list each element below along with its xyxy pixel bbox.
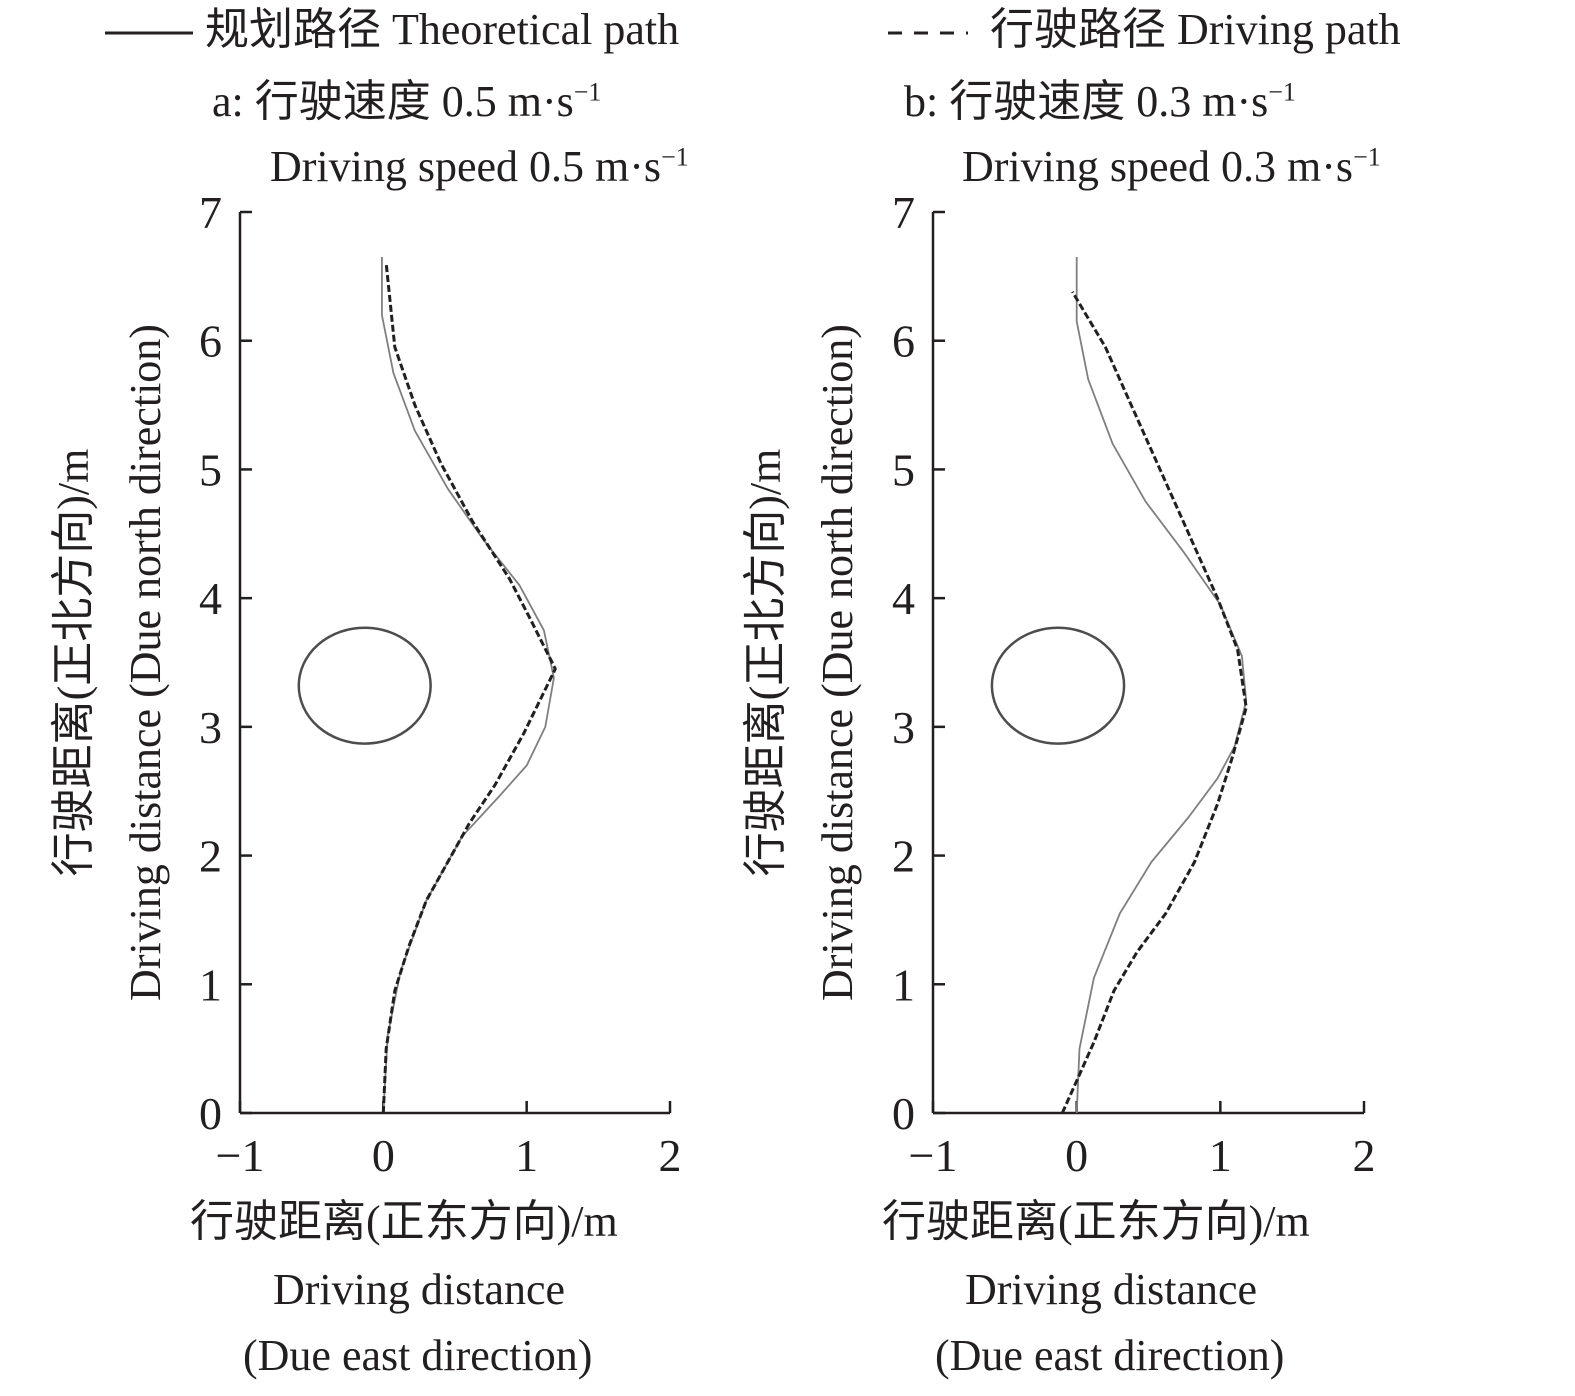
panel-b-y-tick-label: 3 bbox=[892, 702, 915, 753]
panel-b-label: b: bbox=[904, 77, 939, 126]
legend-solid-swatch bbox=[105, 31, 193, 35]
panel-b-y-tick-label: 2 bbox=[892, 831, 915, 882]
legend-driving-label: 行驶路径 Driving path bbox=[990, 5, 1401, 54]
panel-a-unit-sup-en: −1 bbox=[661, 142, 689, 172]
panel-b-y-tick-label: 7 bbox=[892, 187, 915, 238]
panel-a-ylabel-cn: 行驶距离(正北方向)/m bbox=[49, 449, 98, 877]
panel-b-xlabel-en-2: (Due east direction) bbox=[935, 1331, 1285, 1380]
panel-a-xlabel-cn: 行驶距离(正东方向)/m bbox=[190, 1197, 618, 1246]
panel-a-x-tick-label: 2 bbox=[659, 1130, 682, 1181]
panel-b-ylabel-en: Driving distance (Due north direction) bbox=[813, 324, 862, 1001]
panel-a-speed-cn: 行驶速度 0.5 m·s bbox=[254, 77, 574, 126]
panel-b-xlabel-cn: 行驶距离(正东方向)/m bbox=[882, 1197, 1310, 1246]
panel-b-unit-sup: −1 bbox=[1268, 77, 1296, 107]
panel-b-x-tick-label: 2 bbox=[1353, 1130, 1376, 1181]
panel-a-y-tick-label: 4 bbox=[199, 573, 222, 624]
panel-a-title: a: 行驶速度 0.5 m·s−1 bbox=[212, 77, 602, 126]
panel-b-obstacle bbox=[990, 626, 1126, 745]
panel-b-driving-path-line bbox=[1060, 291, 1248, 1114]
panel-a-xlabel-en-1: Driving distance bbox=[273, 1265, 566, 1314]
panel-b-speed-en: Driving speed 0.3 m·s bbox=[962, 142, 1354, 191]
panel-b-y-tick-label: 1 bbox=[892, 959, 915, 1010]
panel-a-driving-path-line bbox=[381, 263, 557, 1114]
panel-b-unit-sup-en: −1 bbox=[1353, 142, 1381, 172]
panel-b-x-tick-label: −1 bbox=[909, 1130, 958, 1181]
panel-b-xlabel-en-1: Driving distance bbox=[965, 1265, 1258, 1314]
panel-a-y-tick-label: 5 bbox=[199, 444, 222, 495]
panel-b-ylabel-cn: 行驶距离(正北方向)/m bbox=[741, 449, 790, 877]
panel-b-y-tick-label: 6 bbox=[892, 316, 915, 367]
panel-b-y-tick-label: 5 bbox=[892, 444, 915, 495]
panel-a-x-tick-label: 1 bbox=[515, 1130, 538, 1181]
panel-a-obstacle bbox=[297, 626, 432, 745]
panel-a-unit-sup: −1 bbox=[573, 77, 602, 107]
panel-a-y-tick-label: 1 bbox=[199, 959, 222, 1010]
panel-a-y-tick-label: 7 bbox=[199, 187, 222, 238]
panel-b-title: b: 行驶速度 0.3 m·s−1 bbox=[904, 77, 1296, 126]
panel-a-label: a: bbox=[212, 77, 244, 126]
panel-b-title-en: Driving speed 0.3 m·s−1 bbox=[962, 142, 1381, 191]
panel-a-title-en: Driving speed 0.5 m·s−1 bbox=[270, 142, 689, 191]
panel-b-speed-cn: 行驶速度 0.3 m·s bbox=[949, 77, 1269, 126]
panel-a-speed-en: Driving speed 0.5 m·s bbox=[270, 142, 662, 191]
panel-a-y-tick-label: 6 bbox=[199, 316, 222, 367]
panel-b-y-tick-label: 4 bbox=[892, 573, 915, 624]
legend-dashed-swatch bbox=[888, 31, 968, 35]
panel-a-y-tick-label: 3 bbox=[199, 702, 222, 753]
legend-theoretical-label: 规划路径 Theoretical path bbox=[205, 5, 680, 54]
panel-a-x-tick-label: 0 bbox=[372, 1130, 395, 1181]
panel-b-x-tick-label: 0 bbox=[1065, 1130, 1088, 1181]
panel-a-ylabel-en: Driving distance (Due north direction) bbox=[121, 324, 170, 1001]
panel-b-theoretical-path-line bbox=[1075, 257, 1248, 1114]
panel-b-y-tick-label: 0 bbox=[892, 1088, 915, 1139]
panel-a-xlabel-en-2: (Due east direction) bbox=[243, 1331, 593, 1380]
panel-a-x-tick-label: −1 bbox=[216, 1130, 265, 1181]
panel-b-x-tick-label: 1 bbox=[1209, 1130, 1232, 1181]
panel-a-y-tick-label: 0 bbox=[199, 1088, 222, 1139]
panel-a-y-tick-label: 2 bbox=[199, 831, 222, 882]
